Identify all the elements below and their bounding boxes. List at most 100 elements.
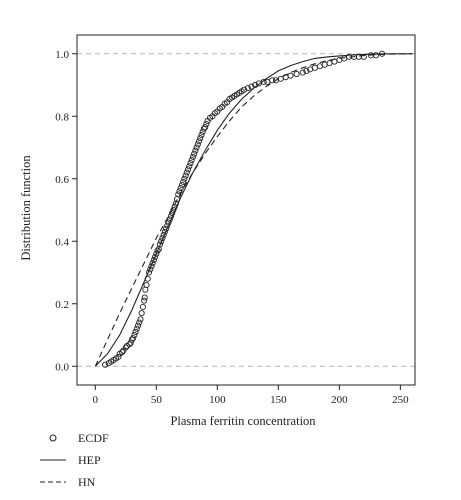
ecdf-point-14 xyxy=(130,335,137,342)
ecdf-point-74 xyxy=(202,124,209,131)
ecdf-point-103 xyxy=(293,71,300,78)
ecdf-point-40 xyxy=(160,231,167,239)
ecdf-point-13 xyxy=(128,336,135,343)
series-line-hn xyxy=(94,53,413,367)
ecdf-point-59 xyxy=(183,169,190,176)
ecdf-point-23 xyxy=(141,297,148,304)
ecdf-point-31 xyxy=(149,260,156,267)
ecdf-points xyxy=(102,50,386,368)
ecdf-point-54 xyxy=(177,185,184,192)
y-tick-label-2: 0.4 xyxy=(55,236,69,248)
x-tick-label-2: 100 xyxy=(209,394,226,406)
ecdf-point-52 xyxy=(175,191,182,198)
ecdf-point-9 xyxy=(122,344,129,351)
ecdf-point-108 xyxy=(316,63,323,70)
legend-label-hep: HEP xyxy=(78,453,101,467)
ecdf-point-27 xyxy=(144,275,151,282)
ecdf-point-104 xyxy=(299,69,306,76)
ecdf-point-29 xyxy=(147,266,154,273)
ecdf-point-112 xyxy=(336,56,343,64)
ecdf-point-47 xyxy=(169,210,176,217)
ecdf-point-105 xyxy=(303,67,310,74)
x-tick-label-5: 250 xyxy=(392,394,409,406)
legend-label-hn: HN xyxy=(78,475,96,489)
y-tick-label-1: 0.2 xyxy=(55,299,69,311)
ecdf-point-11 xyxy=(126,341,133,348)
reference-lines xyxy=(77,53,415,367)
ecdf-point-109 xyxy=(321,61,328,68)
x-tick-label-0: 0 xyxy=(93,394,99,406)
ecdf-point-73 xyxy=(200,125,207,132)
y-tick-label-3: 0.6 xyxy=(55,174,69,186)
x-tick-label-3: 150 xyxy=(270,394,287,406)
ecdf-point-17 xyxy=(133,325,140,332)
ecdf-point-16 xyxy=(132,328,139,335)
ecdf-point-98 xyxy=(269,77,276,84)
y-axis: 0.0 0.2 0.4 0.6 0.8 1.0 xyxy=(55,49,77,373)
ecdf-point-33 xyxy=(152,253,159,260)
ecdf-point-20 xyxy=(137,316,144,323)
x-axis-label: Plasma ferritin concentration xyxy=(170,414,316,428)
ecdf-point-7 xyxy=(119,349,126,356)
ecdf-point-34 xyxy=(153,250,160,257)
ecdf-point-18 xyxy=(134,322,142,329)
ecdf-point-94 xyxy=(252,81,259,89)
ecdf-point-45 xyxy=(166,216,173,223)
plot-frame xyxy=(76,34,416,386)
ecdf-point-53 xyxy=(176,188,183,195)
ecdf-point-67 xyxy=(193,144,200,151)
ecdf-point-49 xyxy=(171,203,178,210)
ecdf-point-15 xyxy=(131,331,138,339)
ecdf-point-43 xyxy=(164,222,171,229)
y-tick-label-0: 0.0 xyxy=(55,361,69,373)
ecdf-point-12 xyxy=(127,339,134,346)
ecdf-point-91 xyxy=(241,86,248,93)
ecdf-point-24 xyxy=(141,294,148,301)
ecdf-point-70 xyxy=(197,135,204,142)
ecdf-point-117 xyxy=(360,53,367,60)
ecdf-point-42 xyxy=(163,225,170,232)
ecdf-point-32 xyxy=(150,256,157,264)
ecdf-point-26 xyxy=(143,281,150,289)
series-line-hep xyxy=(94,53,413,367)
ecdf-point-46 xyxy=(167,213,175,220)
ecdf-point-61 xyxy=(186,163,193,170)
ecdf-point-65 xyxy=(191,150,198,157)
ecdf-point-19 xyxy=(136,319,143,326)
ecdf-point-68 xyxy=(194,141,201,148)
ecdf-point-75 xyxy=(203,121,210,128)
legend-label-ecdf: ECDF xyxy=(78,431,109,445)
legend-symbol-ecdf xyxy=(49,434,57,442)
ecdf-point-60 xyxy=(184,166,192,173)
series-lines xyxy=(94,53,413,367)
ecdf-point-55 xyxy=(178,181,185,189)
x-tick-label-4: 200 xyxy=(331,394,348,406)
y-tick-label-4: 0.8 xyxy=(55,111,69,123)
ecdf-point-119 xyxy=(372,52,380,59)
ecdf-point-28 xyxy=(145,269,153,276)
ecdf-point-39 xyxy=(159,235,166,242)
ecdf-point-0 xyxy=(102,361,109,368)
ecdf-point-96 xyxy=(260,78,267,85)
ecdf-point-72 xyxy=(199,128,206,135)
ecdf-point-102 xyxy=(287,72,294,79)
ecdf-point-58 xyxy=(182,172,189,179)
ecdf-point-110 xyxy=(326,60,333,67)
y-axis-label: Distribution function xyxy=(19,155,33,261)
ecdf-point-107 xyxy=(311,64,318,71)
ecdf-point-62 xyxy=(187,160,194,167)
ecdf-point-37 xyxy=(156,241,164,248)
ecdf-point-56 xyxy=(180,178,187,185)
ecdf-point-48 xyxy=(170,206,177,214)
x-tick-label-1: 50 xyxy=(151,394,163,406)
x-axis: 0 50 100 150 200 250 xyxy=(93,385,409,406)
ecdf-point-21 xyxy=(138,310,145,317)
ecdf-point-120 xyxy=(379,50,386,57)
ecdf-point-93 xyxy=(248,83,255,90)
ecdf-point-64 xyxy=(189,153,196,160)
ecdf-point-41 xyxy=(161,228,168,235)
ecdf-point-71 xyxy=(198,131,205,139)
ecdf-point-44 xyxy=(165,219,172,226)
y-tick-label-5: 1.0 xyxy=(55,49,69,61)
